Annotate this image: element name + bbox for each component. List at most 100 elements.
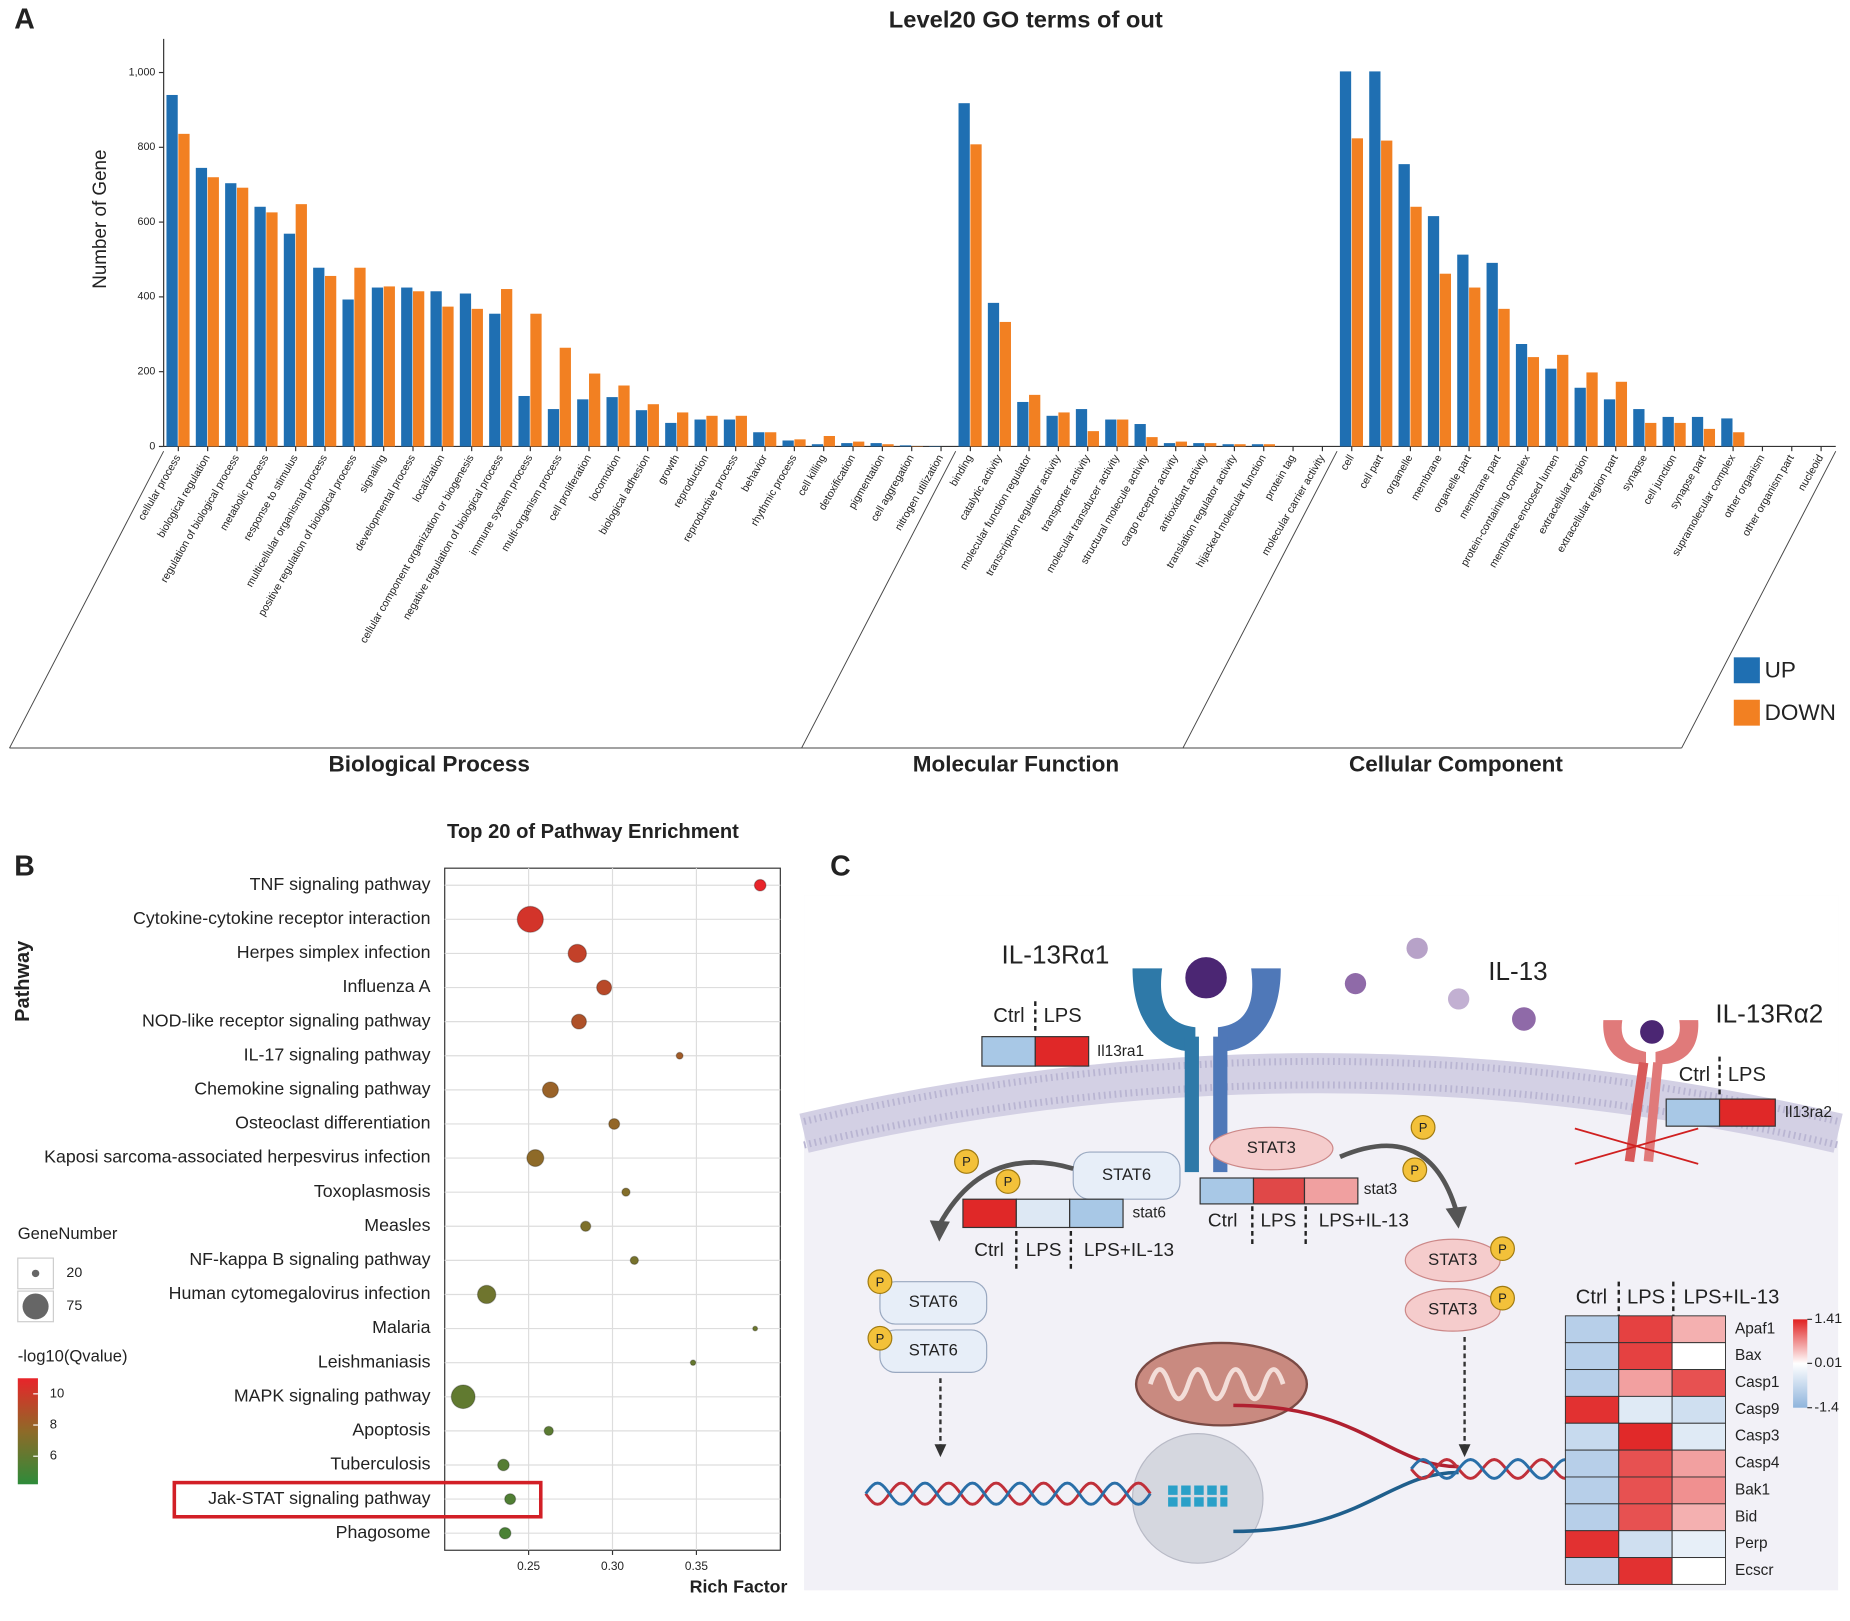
gene-label: stat6 <box>1133 1204 1166 1221</box>
y-tick-label: Tuberculosis <box>330 1454 430 1474</box>
bar <box>841 443 853 447</box>
heatmap-cell <box>1618 1476 1673 1505</box>
cristae <box>1148 1367 1286 1402</box>
label: IL-13Rα2 <box>1715 998 1823 1028</box>
colorbar-label: 8 <box>50 1416 57 1431</box>
protein-label: STAT3 <box>1247 1138 1296 1157</box>
x-tick-label: molecular carrier activity <box>1260 452 1328 557</box>
heatmap-cell <box>1564 1557 1620 1585</box>
y-tick-label: 0 <box>149 440 155 452</box>
ligand <box>1512 1007 1536 1031</box>
bar <box>1721 418 1733 447</box>
bar <box>1263 444 1275 447</box>
bar <box>1205 443 1217 447</box>
ligand <box>1637 1017 1667 1047</box>
phospho <box>1410 1114 1436 1140</box>
expression-cell <box>1665 1098 1721 1127</box>
y-tick-label: NOD-like receptor signaling pathway <box>142 1010 431 1030</box>
bar <box>811 444 824 447</box>
bar <box>899 445 912 447</box>
x-tick-label: cellular component organization or bioge… <box>358 453 477 646</box>
bar <box>1222 444 1234 447</box>
x-tick-label: signaling <box>357 453 389 495</box>
x-tick-label: 0.25 <box>517 1559 540 1573</box>
phospho <box>1402 1157 1428 1183</box>
bar <box>1427 216 1440 447</box>
phospho <box>995 1169 1021 1194</box>
arrow <box>1339 1143 1459 1212</box>
row-label: Perp <box>1735 1535 1768 1552</box>
phospho-label: P <box>1419 1120 1428 1135</box>
condition-label: LPS+IL-13 <box>1319 1211 1409 1232</box>
heatmap-cell <box>1564 1503 1620 1532</box>
heatmap-cell <box>1671 1342 1726 1371</box>
bar <box>518 395 530 447</box>
bar <box>1134 424 1146 447</box>
dna-strand <box>864 1481 1152 1506</box>
bar <box>958 103 970 447</box>
heatmap-cell <box>1618 1449 1673 1478</box>
bar <box>635 410 648 447</box>
membrane-lipids <box>803 1057 1839 1125</box>
arrowhead <box>1445 1206 1467 1229</box>
bar <box>1574 387 1586 447</box>
gene-label: stat3 <box>1364 1181 1397 1198</box>
point <box>543 1425 554 1437</box>
row-label: Casp1 <box>1735 1374 1780 1391</box>
point <box>504 1493 517 1506</box>
y-tick-label: 400 <box>138 291 156 303</box>
bar <box>530 313 542 447</box>
receptor <box>1217 968 1281 1052</box>
heatmap-cell <box>1671 1449 1726 1478</box>
bar <box>1586 372 1598 447</box>
bar <box>870 443 882 447</box>
bar <box>1410 206 1422 447</box>
x-tick-label: synapse <box>1620 453 1650 493</box>
bar <box>1603 399 1616 447</box>
receptor <box>1655 1020 1699 1065</box>
y-tick-label: Measles <box>364 1215 430 1235</box>
bar <box>1369 71 1381 447</box>
protein <box>879 1329 988 1373</box>
expression-cell <box>1069 1198 1124 1229</box>
point <box>476 1284 497 1305</box>
y-tick-label: Toxoplasmosis <box>314 1181 431 1201</box>
chromatin <box>1168 1485 1228 1507</box>
x-axis-label: Rich Factor <box>690 1577 788 1597</box>
bar <box>794 439 806 447</box>
dna-strand <box>1410 1458 1566 1480</box>
x-tick-label: nucleoid <box>1796 453 1826 493</box>
group-label: Biological Process <box>329 752 530 777</box>
bar <box>266 212 278 447</box>
bar <box>1557 354 1569 447</box>
bar <box>354 267 366 447</box>
heatmap-cell <box>1671 1530 1726 1559</box>
x-tick-label: cell part <box>1357 453 1386 491</box>
bar <box>853 441 865 447</box>
bar <box>1234 444 1246 447</box>
x-tick-label: developmental process <box>353 453 418 553</box>
bar <box>430 291 442 447</box>
bar <box>547 409 560 447</box>
condition-label: LPS <box>1627 1287 1665 1309</box>
bar <box>1515 344 1528 447</box>
heatmap-cell <box>1671 1422 1726 1451</box>
bar <box>706 415 718 447</box>
bar <box>1633 409 1645 447</box>
bar <box>1703 428 1716 447</box>
x-tick-label: cell killing <box>796 453 829 498</box>
y-tick-label: Malaria <box>372 1317 430 1337</box>
condition-label: LPS <box>1260 1211 1296 1232</box>
protein-label: STAT6 <box>909 1292 958 1311</box>
chart-title: Top 20 of Pathway Enrichment <box>447 821 739 843</box>
group-label: Cellular Component <box>1349 752 1563 777</box>
x-tick-label: response to stimulus <box>241 453 300 543</box>
bar <box>606 397 618 447</box>
x-tick-label: biological regulation <box>155 453 213 540</box>
y-tick-label: MAPK signaling pathway <box>234 1386 431 1406</box>
colorbar <box>17 1378 38 1485</box>
heatmap-cell <box>1564 1530 1620 1559</box>
y-tick-label: Phagosome <box>336 1522 431 1542</box>
bar <box>618 385 630 447</box>
expression-cell <box>981 1036 1036 1067</box>
